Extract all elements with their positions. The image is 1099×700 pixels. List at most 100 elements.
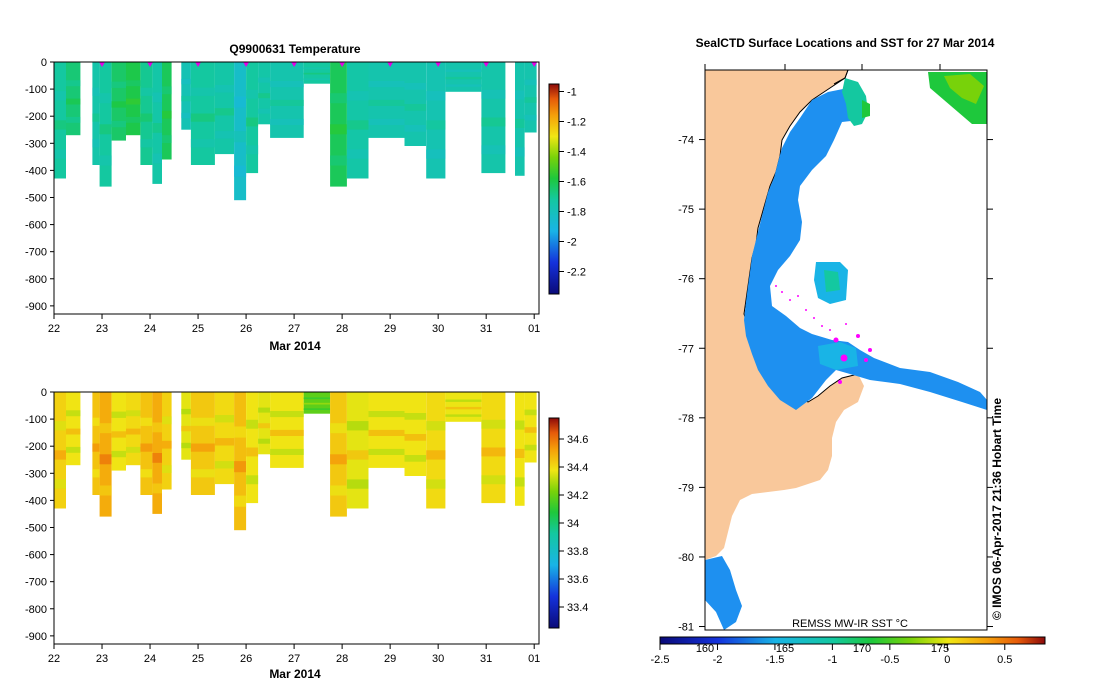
profile-band [258,77,271,83]
profile-band [152,92,162,103]
profile-marker [291,62,298,67]
map-title: SealCTD Surface Locations and SST for 27… [696,36,995,50]
profile-column [426,62,446,179]
profile-band [234,165,247,177]
lat-tick-label: -75 [678,204,694,216]
x-tick-label: 26 [240,323,252,335]
lat-tick-label: -76 [678,274,694,286]
profile-band [140,469,153,478]
x-tick-label: 23 [96,653,108,665]
y-tick-label: -600 [25,550,47,562]
seal-location [797,295,799,297]
profile-band [126,446,141,453]
lat-tick-label: -78 [678,413,694,425]
colorbar-tick-label: -2 [567,237,577,249]
profile-column [162,392,172,490]
profile-marker [195,62,202,67]
profile-band [214,438,235,446]
profile-band [140,139,153,148]
profile-band [99,423,112,434]
profile-band [92,113,100,122]
salinity-panel: 0 -100 -200 -300 -400 -500 -600 -700 -800 -900 22… [25,387,588,681]
x-tick-label: 29 [384,323,396,335]
x-tick-label: 27 [288,323,300,335]
profile-band [54,421,66,431]
colorbar-tick-label: 33.6 [567,574,588,586]
y-tick-label: -100 [25,84,47,96]
y-tick-label: -100 [25,414,47,426]
temperature-panel: Q9900631 Temperature 0 -100 -200 -300 -400 -5… [25,42,586,353]
lon-tick-label: 175 [931,643,949,655]
x-tick-label: 23 [96,323,108,335]
temperature-y-axis: 0 -100 -200 -300 -400 -500 -600 -700 -800 -900 [25,57,54,313]
sst-north-patch [842,78,868,126]
profile-column [346,62,369,179]
y-tick-label: -300 [25,138,47,150]
profile-band [368,118,405,125]
salinity-plot-frame [53,391,540,645]
seal-location [838,380,842,384]
profile-band [162,465,172,473]
map-panel: SealCTD Surface Locations and SST for 27… [651,36,1046,666]
map-frame [704,69,988,631]
profile-band [99,155,112,166]
sst-colorbar-tick-label: -0.5 [880,654,899,666]
y-tick-label: -700 [25,247,47,259]
profile-band [190,139,215,148]
profile-band [234,495,247,507]
profile-band [426,450,446,460]
profile-band [330,423,347,434]
profile-column [181,392,191,460]
profile-band [270,411,304,418]
profile-band [181,78,191,85]
profile-band [162,86,172,95]
colorbar-tick-label: 34.4 [567,462,588,474]
profile-band [524,444,537,451]
profile-band [126,98,141,105]
profile-band [258,438,271,444]
profile-band [246,447,259,457]
profile-marker [435,62,442,67]
profile-band [524,97,537,103]
salinity-colorbar-ticks: 34.6 34.4 34.2 34 33.8 33.6 33.4 [559,434,588,614]
colorbar-tick-label: -1.2 [567,117,586,129]
profile-band [330,454,347,465]
profile-band [303,402,331,405]
profile-band [270,99,304,106]
seal-location [868,348,872,352]
profile-band [303,78,331,80]
profile-band [126,80,141,87]
profile-band [234,461,247,473]
profile-band [152,453,162,463]
profile-band [111,411,126,418]
profile-band [234,96,247,108]
map-longitude-labels: 160 165 170 175 [696,643,949,655]
profile-band [246,419,259,429]
profile-band [368,81,405,88]
profile-band [426,479,446,489]
profile-marker [99,62,106,67]
x-tick-label: 24 [144,323,156,335]
profile-column [54,62,66,179]
colorbar-tick-label: 34.2 [567,490,588,502]
profile-band [330,155,347,166]
profile-band [99,124,112,135]
colorbar-tick-label: 34 [567,518,579,530]
x-tick-label: 22 [48,323,60,335]
profile-band [111,81,126,88]
profile-marker [339,62,346,67]
colorbar-tick-label: 33.8 [567,546,588,558]
seal-location [781,291,783,293]
y-tick-label: -600 [25,220,47,232]
profile-band [515,118,525,128]
profile-band [162,440,172,449]
profile-column [346,392,369,509]
lon-tick-label: 165 [776,643,794,655]
x-tick-label: 01 [528,653,540,665]
seal-location [821,325,823,327]
profile-band [92,139,100,148]
profile-band [481,419,506,429]
x-tick-label: 24 [144,653,156,665]
profile-band [152,123,162,133]
